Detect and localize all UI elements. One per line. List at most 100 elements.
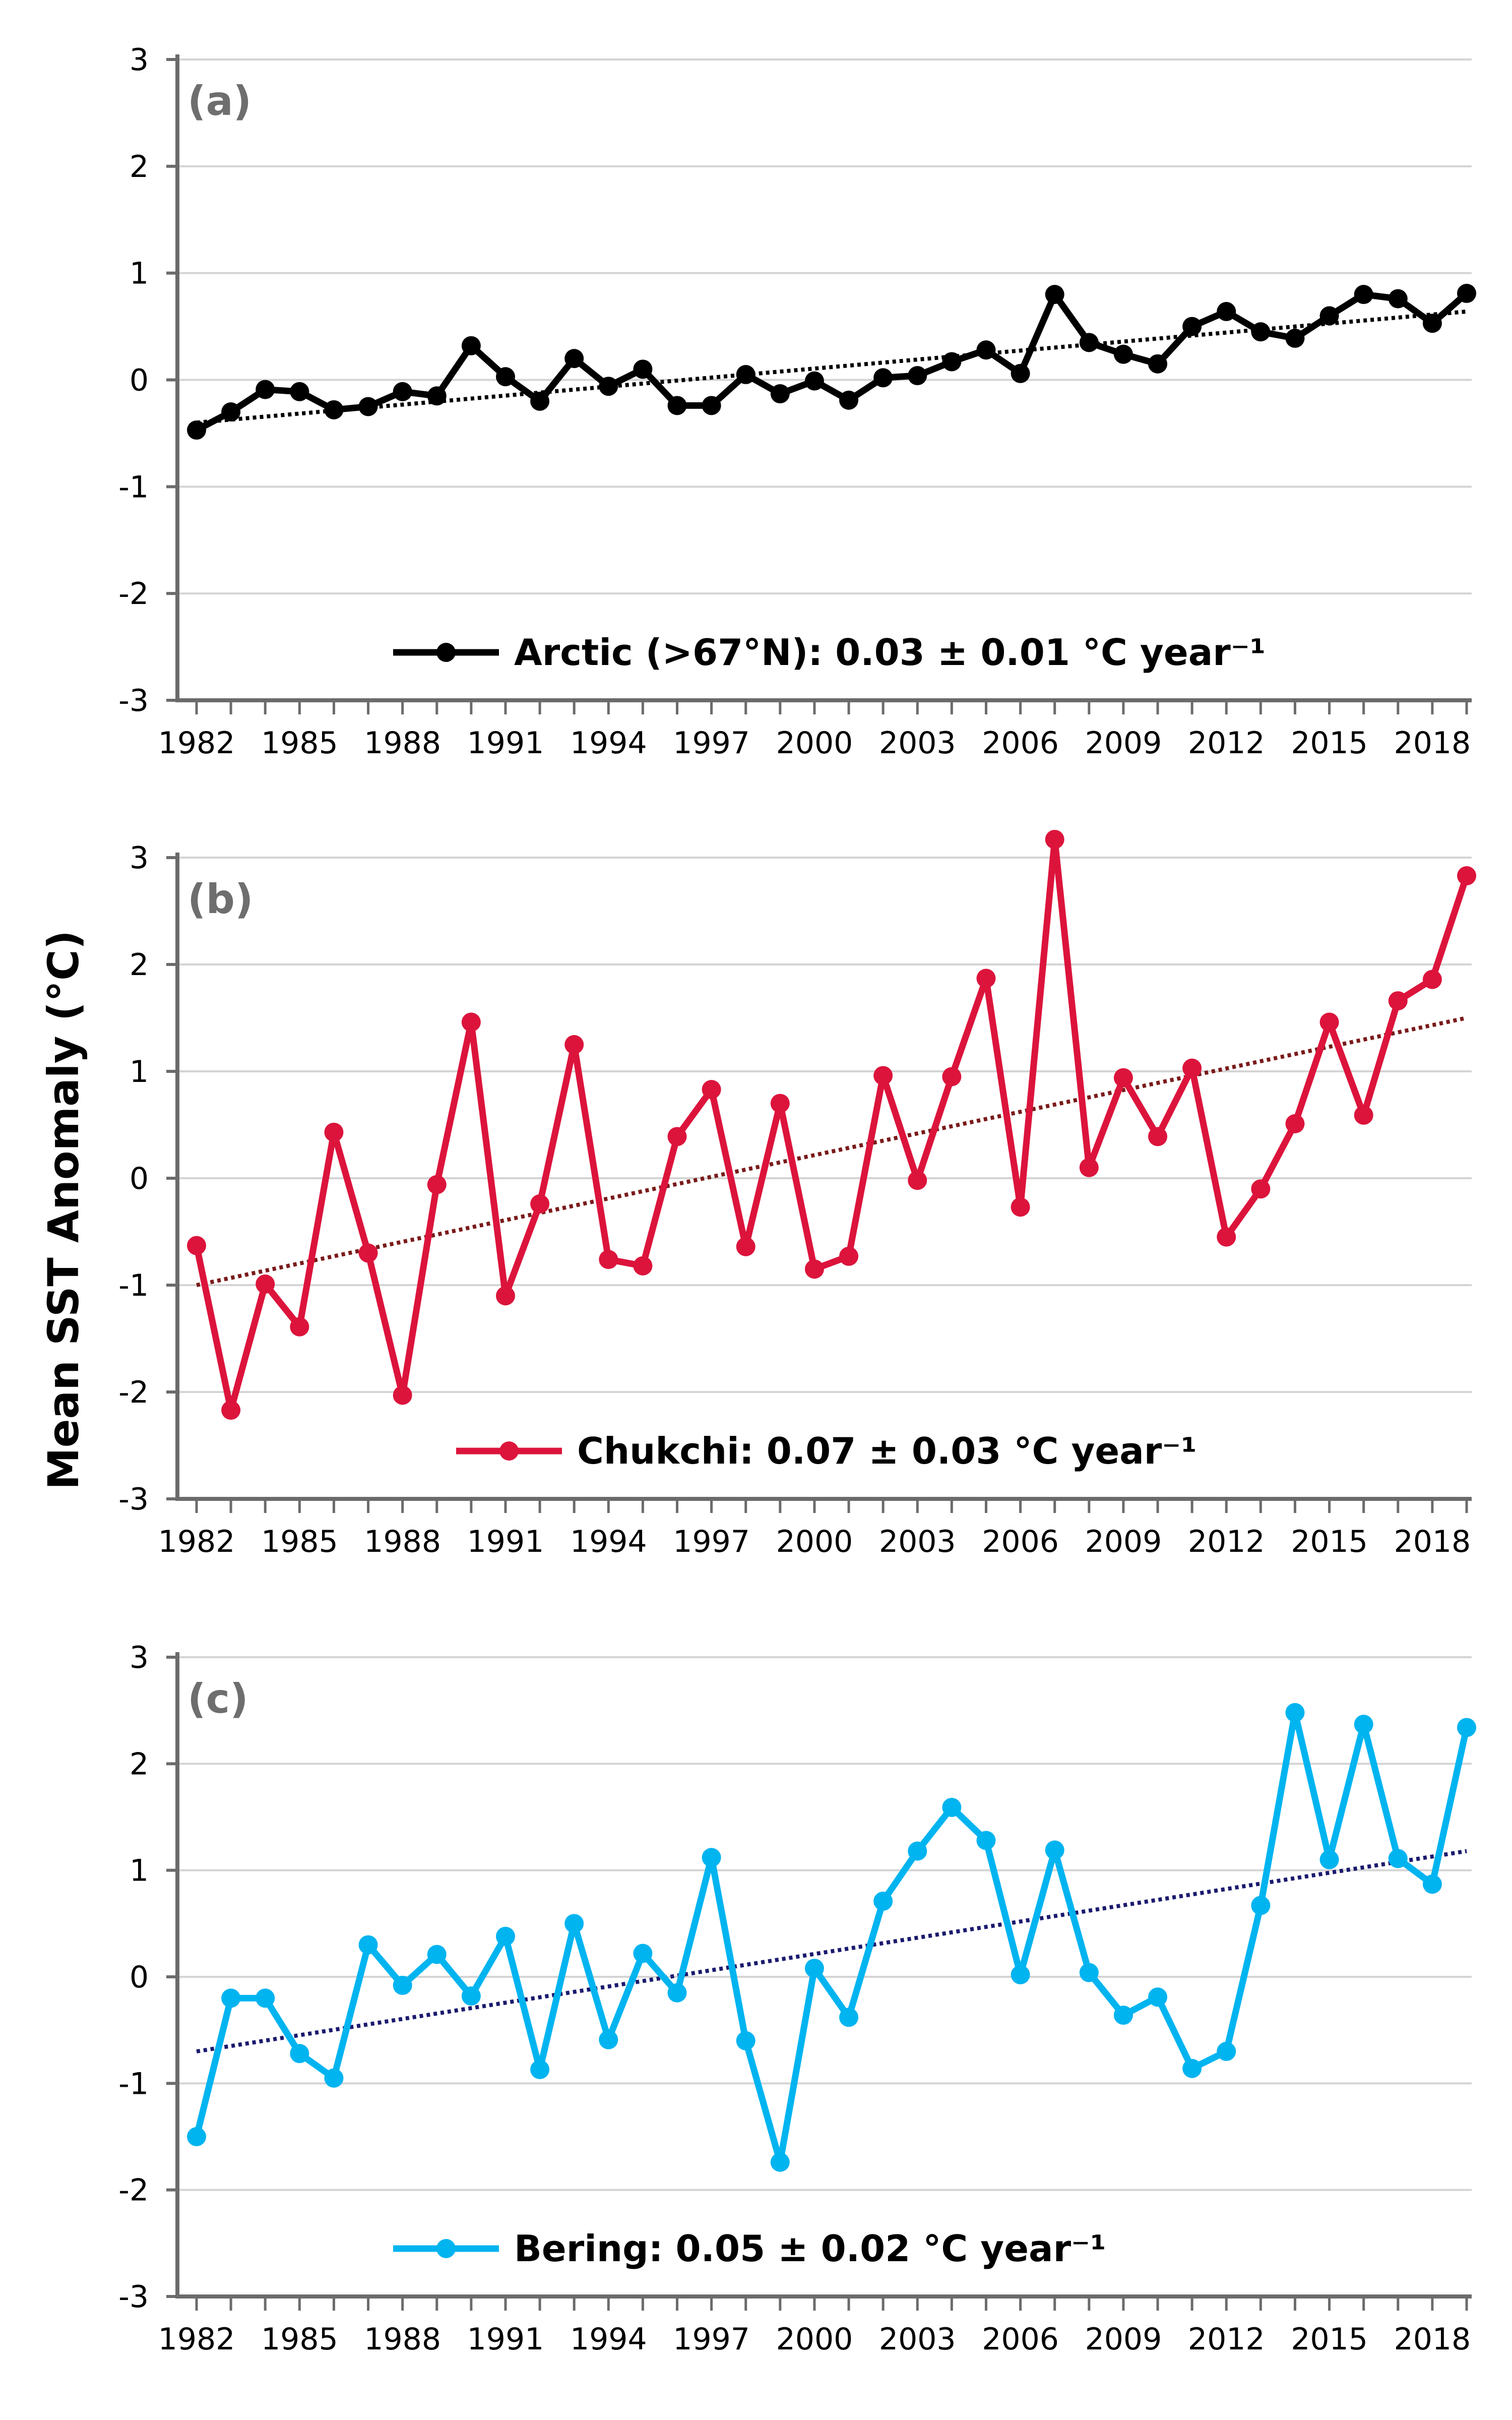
x-tick-label: 2000 bbox=[776, 2322, 853, 2357]
data-point bbox=[1113, 1068, 1133, 1087]
data-point bbox=[976, 1831, 996, 1850]
x-tick-label: 2003 bbox=[879, 1524, 956, 1559]
y-tick-label: -3 bbox=[118, 683, 149, 718]
x-tick-label: 1994 bbox=[570, 2322, 647, 2357]
x-tick-label: 2018 bbox=[1394, 725, 1471, 761]
data-point bbox=[1285, 328, 1305, 348]
series-line bbox=[193, 836, 1470, 1414]
trend-line bbox=[196, 1016, 1467, 1287]
data-point bbox=[461, 336, 481, 355]
data-point bbox=[873, 368, 893, 388]
y-tick-label: -2 bbox=[118, 1375, 149, 1410]
data-point bbox=[495, 1286, 515, 1306]
data-point bbox=[564, 1035, 584, 1054]
data-point bbox=[702, 1080, 721, 1100]
y-tick-label: 1 bbox=[130, 256, 149, 291]
data-point bbox=[461, 1986, 481, 2006]
x-tick-label: 1985 bbox=[261, 1524, 338, 1559]
x-tick-label: 2003 bbox=[879, 725, 956, 761]
data-point bbox=[770, 384, 790, 404]
data-point bbox=[221, 402, 241, 422]
data-point bbox=[1148, 1987, 1168, 2007]
x-tick-label: 1991 bbox=[467, 725, 544, 761]
x-tick-label: 2000 bbox=[776, 1524, 853, 1559]
legend-marker bbox=[499, 1441, 519, 1461]
data-point bbox=[873, 1066, 893, 1085]
data-point bbox=[1457, 866, 1476, 886]
data-point bbox=[461, 1012, 481, 1032]
data-point bbox=[942, 1797, 962, 1817]
x-tick-label: 2018 bbox=[1394, 2322, 1471, 2357]
x-tick-label: 2009 bbox=[1085, 725, 1162, 761]
x-tick-label: 1988 bbox=[364, 1524, 441, 1559]
data-point bbox=[1388, 289, 1408, 309]
data-point bbox=[530, 1194, 550, 1214]
data-point bbox=[393, 1975, 412, 1995]
x-tick-label: 2012 bbox=[1188, 725, 1265, 761]
panel-tag: (c) bbox=[187, 1675, 248, 1722]
y-tick-label: -3 bbox=[118, 1482, 149, 1517]
x-tick-label: 2006 bbox=[982, 1524, 1059, 1559]
data-point bbox=[1182, 317, 1202, 336]
x-tick-label: 1991 bbox=[467, 1524, 544, 1559]
data-point bbox=[564, 349, 584, 369]
y-tick-label: 0 bbox=[130, 1161, 149, 1196]
x-tick-label: 1988 bbox=[364, 2322, 441, 2357]
data-point bbox=[1148, 354, 1168, 374]
data-point bbox=[187, 1236, 206, 1255]
data-point bbox=[358, 397, 378, 416]
y-tick-label: -3 bbox=[118, 2279, 149, 2315]
data-point bbox=[633, 359, 653, 379]
data-point bbox=[1319, 1850, 1339, 1869]
y-tick-label: 2 bbox=[130, 1746, 149, 1782]
data-point bbox=[1354, 1715, 1373, 1734]
x-tick-label: 2000 bbox=[776, 725, 853, 761]
data-point bbox=[804, 371, 824, 391]
data-point bbox=[599, 1250, 618, 1269]
data-point bbox=[1217, 1227, 1236, 1247]
data-point bbox=[393, 382, 412, 401]
data-point bbox=[1251, 322, 1271, 342]
x-tick-label: 1991 bbox=[467, 2322, 544, 2357]
trend-line bbox=[196, 1849, 1467, 2053]
panel-tag: (b) bbox=[187, 876, 253, 923]
y-axis-label: Mean SST Anomaly (°C) bbox=[39, 930, 88, 1490]
data-point bbox=[1422, 970, 1442, 989]
y-tick-label: 3 bbox=[130, 1640, 149, 1675]
data-point bbox=[667, 1983, 687, 2003]
data-point bbox=[1217, 2041, 1236, 2061]
legend-label: Arctic (>67°N): 0.03 ± 0.01 °C year⁻¹ bbox=[514, 631, 1266, 674]
panel-1: 3 2 1 0 -1 -2 -3 1982 1985 1988 1991 1994 1997 2000 20… bbox=[118, 42, 1476, 761]
series-line bbox=[193, 1709, 1470, 2166]
x-tick-label: 2018 bbox=[1394, 1524, 1471, 1559]
y-tick-label: -1 bbox=[118, 1268, 149, 1303]
data-point bbox=[1148, 1127, 1168, 1146]
y-tick-label: 1 bbox=[130, 1054, 149, 1090]
x-tick-label: 1982 bbox=[158, 2322, 235, 2357]
data-point bbox=[290, 1317, 309, 1337]
data-point bbox=[873, 1891, 893, 1911]
data-point bbox=[1045, 1840, 1064, 1860]
panel-2: 3 2 1 0 -1 -2 -3 1982 1985 1988 1991 1994 1997 2000 20… bbox=[118, 829, 1476, 1559]
data-point bbox=[221, 1401, 241, 1420]
x-tick-label: 2009 bbox=[1085, 2322, 1162, 2357]
data-point bbox=[256, 1988, 275, 2008]
data-point bbox=[187, 2127, 206, 2146]
x-tick-label: 1985 bbox=[261, 2322, 338, 2357]
legend-marker bbox=[436, 643, 456, 662]
data-point bbox=[736, 1237, 755, 1256]
data-point bbox=[908, 1841, 927, 1861]
y-tick-label: -2 bbox=[118, 576, 149, 612]
data-point bbox=[1182, 2059, 1202, 2078]
x-tick-label: 2015 bbox=[1291, 725, 1368, 761]
y-tick-label: 3 bbox=[130, 42, 149, 78]
data-point bbox=[770, 2152, 790, 2172]
x-tick-label: 1994 bbox=[570, 1524, 647, 1559]
x-tick-label: 2006 bbox=[982, 2322, 1059, 2357]
y-tick-label: 0 bbox=[130, 363, 149, 398]
y-tick-label: -1 bbox=[118, 469, 149, 505]
data-point bbox=[358, 1243, 378, 1263]
data-point bbox=[1285, 1114, 1305, 1133]
